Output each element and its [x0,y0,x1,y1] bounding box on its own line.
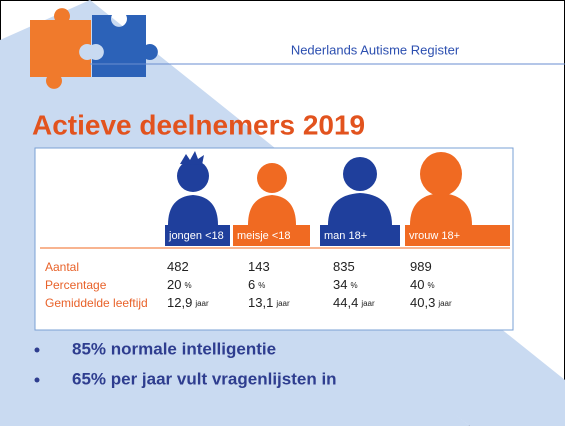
bullet-dot [34,347,40,353]
row-label: Aantal [45,260,79,274]
cell: 40% [410,277,435,292]
bullet-dot [34,377,40,383]
cell-value: 482 [167,259,189,274]
column-header: man 18+ [324,230,367,242]
cell-value: 6 [248,277,255,292]
puzzle-logo [30,8,158,89]
cell: 12,9 jaar [167,295,209,310]
cell-unit: % [350,281,357,290]
column-header: jongen <18 [168,230,224,242]
bullet-text: 85% normale intelligentie [72,339,276,358]
figures [168,151,472,225]
cell-unit: jaar [360,299,375,308]
cell-value: 143 [248,259,270,274]
cell: 20% [167,277,192,292]
cell: 13,1 jaar [248,295,290,310]
cell: 44,4 jaar [333,295,375,310]
cell: 989 [410,259,432,274]
column-header: vrouw 18+ [409,230,460,242]
header-title: Nederlands Autisme Register [291,42,460,57]
column-header-box [405,225,510,246]
column-header-box [165,225,230,246]
cell: 6% [248,277,265,292]
cell-unit: jaar [275,299,290,308]
cell-unit: jaar [437,299,452,308]
slide-title: Actieve deelnemers 2019 [32,109,365,140]
cell-unit: jaar [194,299,209,308]
cell-unit: % [427,281,434,290]
cell: 143 [248,259,270,274]
cell-unit: % [258,281,265,290]
column-header: meisje <18 [237,230,291,242]
cell-value: 835 [333,259,355,274]
bullet-text: 65% per jaar vult vragenlijsten in [72,369,337,388]
column-header-box [320,225,400,246]
cell-value: 989 [410,259,432,274]
cell-value: 12,9 [167,295,192,310]
cell: 835 [333,259,355,274]
cell: 40,3 jaar [410,295,452,310]
column-header-box [233,225,310,246]
cell-value: 34 [333,277,347,292]
row-label: Gemiddelde leeftijd [45,296,148,310]
cell-value: 44,4 [333,295,358,310]
cell-value: 20 [167,277,181,292]
cell-value: 13,1 [248,295,273,310]
cell-unit: % [184,281,191,290]
row-label: Percentage [45,278,107,292]
cell-value: 40 [410,277,424,292]
cell: 34% [333,277,358,292]
cell-value: 40,3 [410,295,435,310]
cell: 482 [167,259,189,274]
